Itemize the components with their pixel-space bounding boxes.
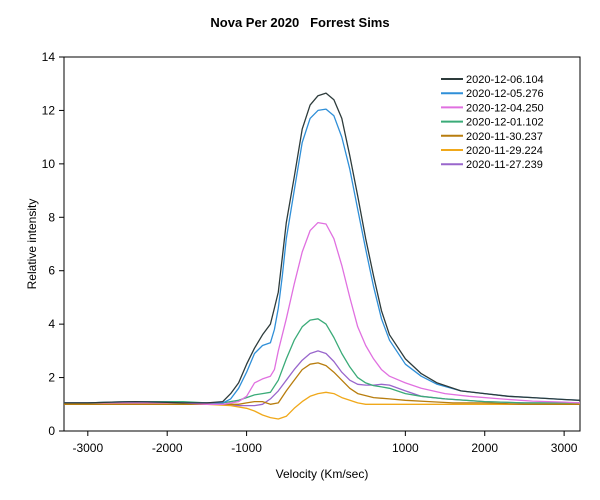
x-axis: -3000 -2000 -1000 1000 2000 3000 [72,431,578,455]
legend-label: 2020-11-27.239 [466,159,543,171]
y-tick-label: 14 [42,50,56,64]
legend-label: 2020-12-05.276 [466,88,544,100]
chart-title: Nova Per 2020 Forrest Sims [210,15,389,30]
y-tick-label: 4 [48,317,55,331]
y-tick-label: 8 [48,210,55,224]
legend-label: 2020-11-29.224 [466,145,543,157]
x-tick-label: 1000 [392,441,419,455]
y-axis-label: Relative intensity [25,199,39,290]
series-line [64,221,581,405]
legend-label: 2020-12-04.250 [466,102,544,114]
x-tick-label: -3000 [72,441,103,455]
x-tick-label: 2000 [471,441,498,455]
y-tick-label: 2 [48,371,55,385]
series-lines [64,92,581,420]
y-tick-label: 6 [48,264,55,278]
legend-label: 2020-12-01.102 [466,117,544,129]
x-tick-label: 3000 [551,441,578,455]
y-tick-label: 12 [42,103,56,117]
y-tick-label: 0 [48,424,55,438]
legend: 2020-12-06.104 2020-12-05.276 2020-12-04.2… [441,74,544,171]
y-axis: 0 2 4 6 8 10 12 14 [42,50,64,438]
series-line [64,92,581,404]
plot-area [63,56,581,432]
legend-label: 2020-12-06.104 [466,74,544,86]
x-axis-label: Velocity (Km/sec) [276,467,369,481]
x-tick-label: -1000 [231,441,262,455]
y-tick-label: 10 [42,157,56,171]
legend-label: 2020-11-30.237 [466,131,543,143]
x-tick-label: -2000 [152,441,183,455]
series-line [64,362,580,405]
